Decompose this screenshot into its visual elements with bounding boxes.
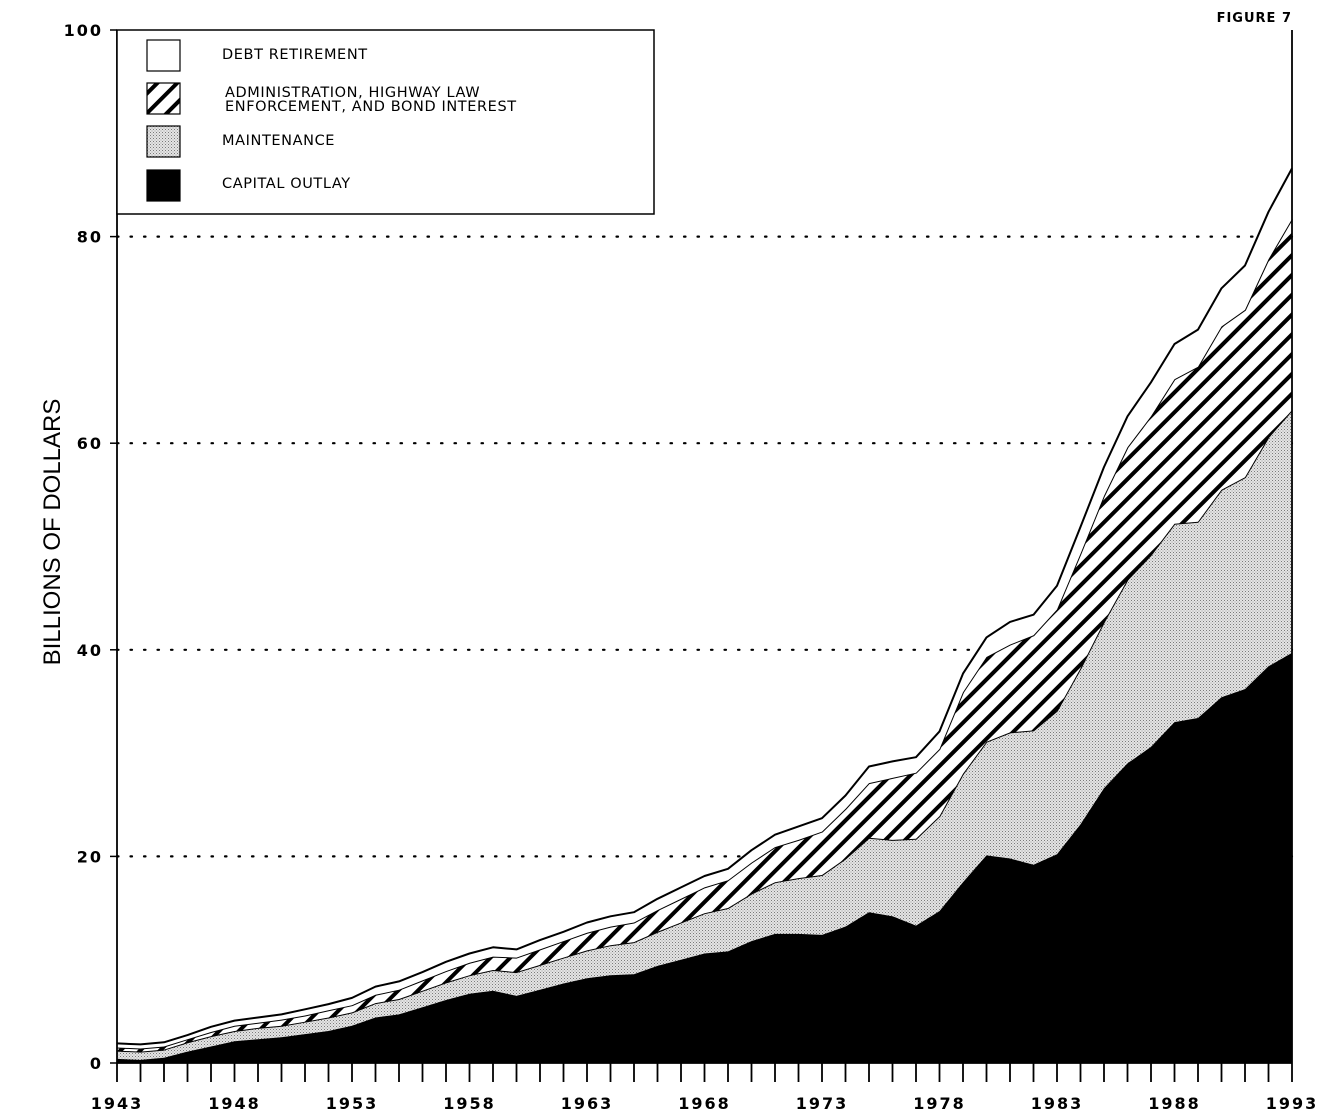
legend-label-administration: ADMINISTRATION, HIGHWAY LAW ENFORCEMENT,…	[225, 85, 517, 115]
area-maintenance	[117, 410, 1292, 1060]
x-tick-label-1948: 1948	[208, 1094, 261, 1113]
y-tick-label-100: 100	[64, 21, 103, 40]
legend-swatch-capital-outlay	[146, 169, 181, 202]
y-tick-label-20: 20	[77, 847, 103, 866]
x-tick-label-1943: 1943	[91, 1094, 144, 1113]
legend-label-maintenance: MAINTENANCE	[222, 133, 335, 149]
legend-label-administration-line2: ENFORCEMENT, AND BOND INTEREST	[225, 99, 517, 115]
x-tick-label-1958: 1958	[443, 1094, 496, 1113]
x-tick-label-1968: 1968	[678, 1094, 731, 1113]
axes: 0 20 40 60 80 100 1943 1948 1953 1958 1963 1968 1973…	[64, 21, 1319, 1113]
legend-item-administration: ADMINISTRATION, HIGHWAY LAW ENFORCEMENT,…	[146, 82, 517, 115]
area-edge-debt-retirement	[116, 167, 1293, 1046]
x-tick-label-1978: 1978	[913, 1094, 966, 1113]
area-administration	[117, 219, 1292, 1052]
legend-label-administration-line1: ADMINISTRATION, HIGHWAY LAW	[225, 85, 480, 101]
y-axis-label: BILLIONS OF DOLLARS	[39, 399, 66, 666]
legend-box	[116, 29, 655, 215]
figure-label: FIGURE 7	[1217, 11, 1292, 26]
y-tick-label-0: 0	[90, 1054, 103, 1073]
x-tick-label-1963: 1963	[561, 1094, 614, 1113]
x-tick-label-1953: 1953	[326, 1094, 379, 1113]
legend-item-capital-outlay: CAPITAL OUTLAY	[146, 169, 351, 202]
y-tick-label-40: 40	[77, 641, 103, 660]
y-tick-label-60: 60	[77, 434, 103, 453]
area-debt-retirement	[117, 168, 1292, 1049]
legend-label-capital-outlay: CAPITAL OUTLAY	[222, 176, 351, 192]
legend: DEBT RETIREMENT ADMINISTRATION, HIGHWAY …	[116, 29, 655, 215]
x-tick-label-1973: 1973	[796, 1094, 849, 1113]
stacked-areas	[116, 167, 1293, 1063]
legend-swatch-debt-retirement	[146, 39, 181, 72]
x-tick-label-1988: 1988	[1148, 1094, 1201, 1113]
area-capital-outlay	[117, 652, 1292, 1063]
x-tick-label-1993: 1993	[1266, 1094, 1319, 1113]
legend-label-debt-retirement: DEBT RETIREMENT	[222, 47, 368, 63]
y-tick-label-80: 80	[77, 228, 103, 247]
legend-item-maintenance: MAINTENANCE	[146, 125, 335, 158]
legend-swatch-administration	[146, 82, 181, 115]
x-tick-label-1983: 1983	[1031, 1094, 1084, 1113]
legend-swatch-maintenance	[146, 125, 181, 158]
legend-item-debt-retirement: DEBT RETIREMENT	[146, 39, 368, 72]
